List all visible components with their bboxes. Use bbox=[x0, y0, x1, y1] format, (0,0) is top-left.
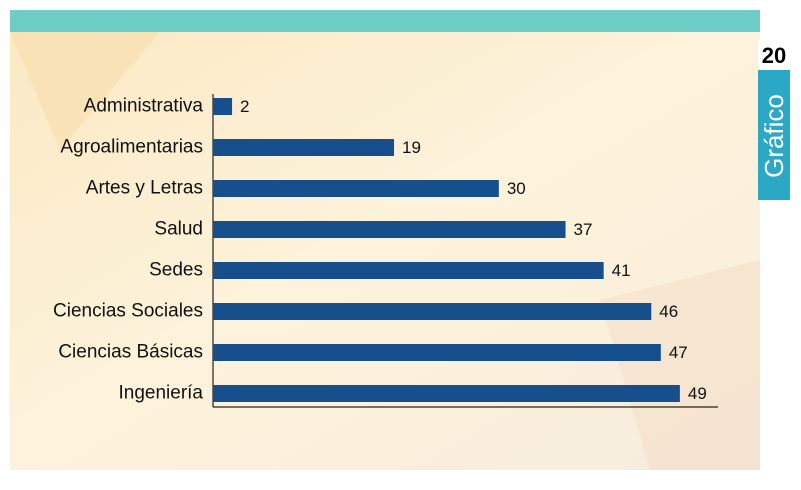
category-label: Agroalimentarias bbox=[60, 137, 203, 158]
chart: 20 Gráfico Administrativa 2 Agroalimentari… bbox=[0, 0, 801, 490]
category-label: Ciencias Básicas bbox=[58, 342, 203, 363]
bar bbox=[213, 385, 680, 402]
bar bbox=[213, 262, 604, 279]
bar bbox=[213, 221, 566, 238]
bar bbox=[213, 98, 232, 115]
bar bbox=[213, 344, 661, 361]
badge-number: 20 bbox=[762, 43, 786, 68]
category-label: Sedes bbox=[149, 260, 203, 281]
value-label: 46 bbox=[659, 302, 678, 321]
category-label: Artes y Letras bbox=[86, 178, 203, 199]
value-label: 19 bbox=[402, 138, 421, 157]
badge-label: Gráfico bbox=[759, 94, 789, 178]
value-label: 41 bbox=[612, 261, 631, 280]
page: 20 Gráfico Administrativa 2 Agroalimentari… bbox=[0, 0, 801, 490]
value-label: 37 bbox=[574, 220, 593, 239]
bar bbox=[213, 180, 499, 197]
category-label: Salud bbox=[154, 219, 203, 240]
top-bar bbox=[10, 10, 760, 32]
value-label: 49 bbox=[688, 384, 707, 403]
value-label: 30 bbox=[507, 179, 526, 198]
category-label: Ingeniería bbox=[118, 383, 203, 404]
value-label: 2 bbox=[240, 97, 249, 116]
category-label: Ciencias Sociales bbox=[53, 301, 203, 322]
value-label: 47 bbox=[669, 343, 688, 362]
bar bbox=[213, 139, 394, 156]
category-label: Administrativa bbox=[84, 96, 204, 117]
bar bbox=[213, 303, 651, 320]
